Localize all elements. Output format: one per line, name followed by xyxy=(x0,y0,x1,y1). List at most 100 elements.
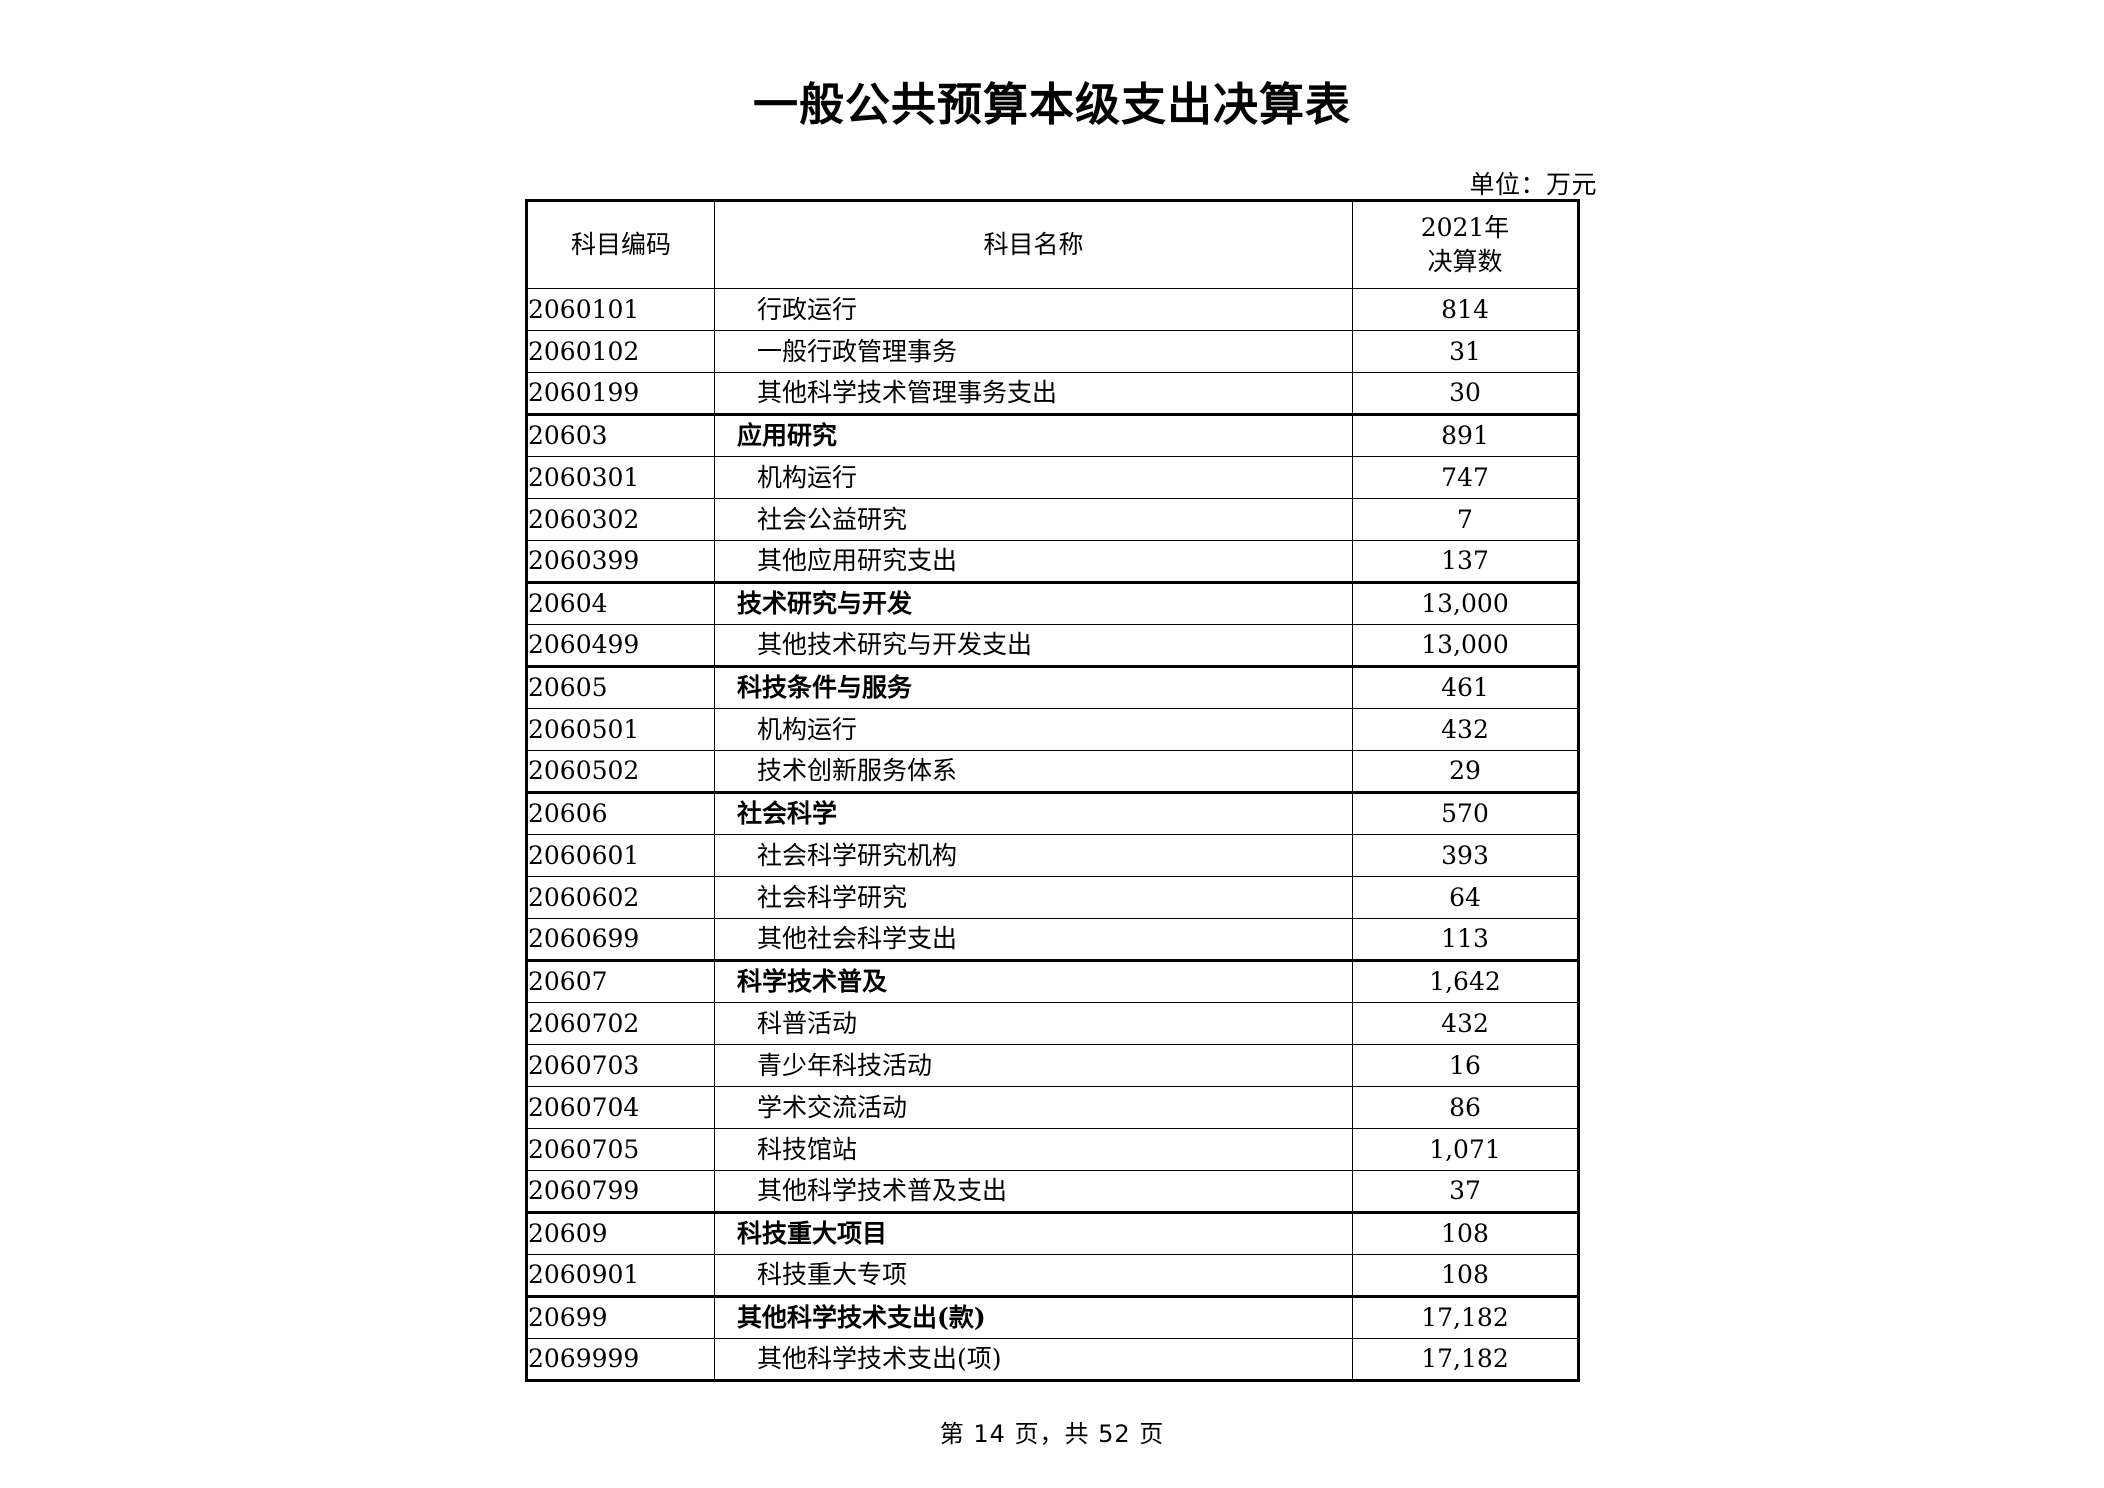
cell-code: 2060102 xyxy=(526,330,715,373)
column-header-code: 科目编码 xyxy=(526,200,715,289)
cell-name: 社会科学 xyxy=(714,791,1353,835)
table-row: 2060399 其他应用研究支出 137 xyxy=(526,540,1579,583)
cell-value: 432 xyxy=(1352,1002,1579,1045)
cell-name: 科技条件与服务 xyxy=(714,665,1353,709)
table-row: 2060199 其他科学技术管理事务支出 30 xyxy=(526,372,1579,415)
cell-value: 13,000 xyxy=(1352,624,1579,667)
unit-note: 单位：万元 xyxy=(1469,170,1597,199)
cell-value: 16 xyxy=(1352,1044,1579,1087)
cell-code: 2060301 xyxy=(526,456,715,499)
table-row: 20699 其他科学技术支出(款) 17,182 xyxy=(526,1295,1579,1339)
table-row: 2060501 机构运行 432 xyxy=(526,708,1579,751)
cell-value: 814 xyxy=(1352,288,1579,331)
column-header-value: 2021年 决算数 xyxy=(1352,200,1579,289)
column-header-value-year: 2021年 xyxy=(1420,213,1510,243)
cell-name: 科技重大专项 xyxy=(714,1254,1353,1297)
table-row: 2060499 其他技术研究与开发支出 13,000 xyxy=(526,624,1579,667)
table-row: 20603 应用研究 891 xyxy=(526,413,1579,457)
cell-name: 其他技术研究与开发支出 xyxy=(714,624,1353,667)
cell-value: 113 xyxy=(1352,918,1579,961)
table-header-row: 科目编码 科目名称 2021年 决算数 xyxy=(526,200,1579,289)
cell-name: 社会科学研究 xyxy=(714,876,1353,919)
table-row: 20606 社会科学 570 xyxy=(526,791,1579,835)
cell-code: 2060799 xyxy=(526,1170,715,1213)
cell-value: 108 xyxy=(1352,1211,1579,1255)
cell-code: 2060499 xyxy=(526,624,715,667)
table-row: 2060799 其他科学技术普及支出 37 xyxy=(526,1170,1579,1213)
cell-value: 17,182 xyxy=(1352,1338,1579,1381)
cell-code: 20699 xyxy=(526,1295,715,1339)
cell-code: 20604 xyxy=(526,581,715,625)
cell-value: 29 xyxy=(1352,750,1579,793)
cell-name: 科普活动 xyxy=(714,1002,1353,1045)
table-row: 2060602 社会科学研究 64 xyxy=(526,876,1579,919)
table-row: 2060705 科技馆站 1,071 xyxy=(526,1128,1579,1171)
cell-code: 2060901 xyxy=(526,1254,715,1297)
cell-value: 64 xyxy=(1352,876,1579,919)
cell-code: 2060501 xyxy=(526,708,715,751)
cell-value: 393 xyxy=(1352,834,1579,877)
cell-name: 技术研究与开发 xyxy=(714,581,1353,625)
cell-code: 20603 xyxy=(526,413,715,457)
cell-code: 2060502 xyxy=(526,750,715,793)
cell-value: 570 xyxy=(1352,791,1579,835)
cell-code: 2060601 xyxy=(526,834,715,877)
cell-name: 学术交流活动 xyxy=(714,1086,1353,1129)
cell-name: 机构运行 xyxy=(714,708,1353,751)
cell-value: 86 xyxy=(1352,1086,1579,1129)
cell-name: 科学技术普及 xyxy=(714,959,1353,1003)
cell-value: 13,000 xyxy=(1352,581,1579,625)
cell-code: 20609 xyxy=(526,1211,715,1255)
cell-value: 108 xyxy=(1352,1254,1579,1297)
cell-name: 社会科学研究机构 xyxy=(714,834,1353,877)
table-row: 20609 科技重大项目 108 xyxy=(526,1211,1579,1255)
table-row: 2060901 科技重大专项 108 xyxy=(526,1254,1579,1297)
cell-name: 其他科学技术支出(款) xyxy=(714,1295,1353,1339)
cell-value: 30 xyxy=(1352,372,1579,415)
table-row: 2060302 社会公益研究 7 xyxy=(526,498,1579,541)
cell-name: 技术创新服务体系 xyxy=(714,750,1353,793)
table-row: 2060502 技术创新服务体系 29 xyxy=(526,750,1579,793)
cell-code: 2060101 xyxy=(526,288,715,331)
cell-code: 2060399 xyxy=(526,540,715,583)
cell-name: 科技重大项目 xyxy=(714,1211,1353,1255)
cell-code: 2060699 xyxy=(526,918,715,961)
table-row: 2060699 其他社会科学支出 113 xyxy=(526,918,1579,961)
cell-value: 461 xyxy=(1352,665,1579,709)
cell-name: 一般行政管理事务 xyxy=(714,330,1353,373)
cell-name: 其他社会科学支出 xyxy=(714,918,1353,961)
table-row: 20607 科学技术普及 1,642 xyxy=(526,959,1579,1003)
cell-name: 科技馆站 xyxy=(714,1128,1353,1171)
cell-code: 2060199 xyxy=(526,372,715,415)
table-row: 2069999 其他科学技术支出(项) 17,182 xyxy=(526,1338,1579,1381)
cell-value: 7 xyxy=(1352,498,1579,541)
cell-value: 1,642 xyxy=(1352,959,1579,1003)
cell-value: 137 xyxy=(1352,540,1579,583)
table-row: 2060102 一般行政管理事务 31 xyxy=(526,330,1579,373)
cell-name: 其他科学技术普及支出 xyxy=(714,1170,1353,1213)
table-row: 20604 技术研究与开发 13,000 xyxy=(526,581,1579,625)
column-header-value-label: 决算数 xyxy=(1427,247,1503,276)
cell-code: 2060704 xyxy=(526,1086,715,1129)
cell-code: 2060602 xyxy=(526,876,715,919)
table-row: 2060101 行政运行 814 xyxy=(526,288,1579,331)
table-row: 2060703 青少年科技活动 16 xyxy=(526,1044,1579,1087)
cell-code: 2060705 xyxy=(526,1128,715,1171)
cell-name: 青少年科技活动 xyxy=(714,1044,1353,1087)
column-header-name: 科目名称 xyxy=(714,200,1353,289)
cell-name: 其他科学技术支出(项) xyxy=(714,1338,1353,1381)
page-footer: 第 14 页，共 52 页 xyxy=(939,1420,1165,1448)
cell-value: 432 xyxy=(1352,708,1579,751)
cell-name: 其他应用研究支出 xyxy=(714,540,1353,583)
table-body: 2060101 行政运行 814 2060102 一般行政管理事务 31 2060199 其他… xyxy=(526,288,1579,1381)
cell-value: 891 xyxy=(1352,413,1579,457)
table-row: 2060702 科普活动 432 xyxy=(526,1002,1579,1045)
table-row: 2060301 机构运行 747 xyxy=(526,456,1579,499)
cell-value: 37 xyxy=(1352,1170,1579,1213)
cell-name: 其他科学技术管理事务支出 xyxy=(714,372,1353,415)
cell-value: 1,071 xyxy=(1352,1128,1579,1171)
cell-name: 行政运行 xyxy=(714,288,1353,331)
cell-code: 2060302 xyxy=(526,498,715,541)
cell-code: 2060703 xyxy=(526,1044,715,1087)
